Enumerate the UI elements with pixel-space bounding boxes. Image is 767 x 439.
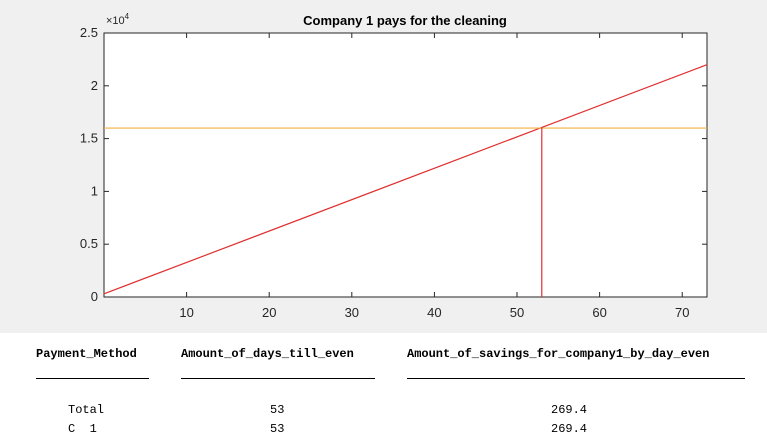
x-tick-label: 70: [675, 305, 689, 320]
y-axis-ticks: 0 0.5 1 1.5 2 2.5: [80, 25, 707, 304]
y-tick-label: 2.5: [80, 25, 98, 40]
column-header-days-till-even: Amount_of_days_till_even: [181, 347, 354, 361]
x-tick-label: 50: [510, 305, 524, 320]
x-tick-label: 20: [262, 305, 276, 320]
y-tick-label: 2: [91, 78, 98, 93]
y-exponent-label: ×104: [106, 12, 130, 27]
y-tick-label: 0.5: [80, 236, 98, 251]
table-row-1-days: 53: [270, 403, 285, 417]
y-tick-label: 0: [91, 289, 98, 304]
header-underline-2: [181, 378, 375, 379]
savings-line: [103, 64, 708, 295]
header-underline-1: [36, 378, 149, 379]
table-row-1-method: Total: [68, 403, 105, 417]
x-tick-label: 40: [427, 305, 441, 320]
x-tick-label: 30: [345, 305, 359, 320]
line-chart: Company 1 pays for the cleaning ×104 10 2…: [80, 12, 708, 320]
table-row-2-days: 53: [270, 422, 285, 436]
y-exponent-power: 4: [125, 12, 130, 21]
x-axis-ticks: 10 20 30 40 50 60 70: [179, 33, 689, 320]
header-underline-3: [407, 378, 745, 379]
results-table: Payment_Method Amount_of_days_till_even …: [0, 333, 767, 439]
table-row-2-method: C 1: [68, 422, 97, 436]
x-tick-label: 10: [179, 305, 193, 320]
column-header-savings-by-day-even: Amount_of_savings_for_company1_by_day_ev…: [407, 347, 710, 361]
chart-title: Company 1 pays for the cleaning: [303, 13, 507, 28]
table-row-2-savings: 269.4: [551, 422, 588, 436]
y-tick-label: 1: [91, 183, 98, 198]
figure-panel: Company 1 pays for the cleaning ×104 10 2…: [0, 0, 767, 333]
column-header-payment-method: Payment_Method: [36, 347, 137, 361]
table-row-1-savings: 269.4: [551, 403, 588, 417]
x-tick-label: 60: [592, 305, 606, 320]
series-layer: [103, 64, 708, 297]
y-tick-label: 1.5: [80, 131, 98, 146]
plot-area: [103, 32, 708, 298]
